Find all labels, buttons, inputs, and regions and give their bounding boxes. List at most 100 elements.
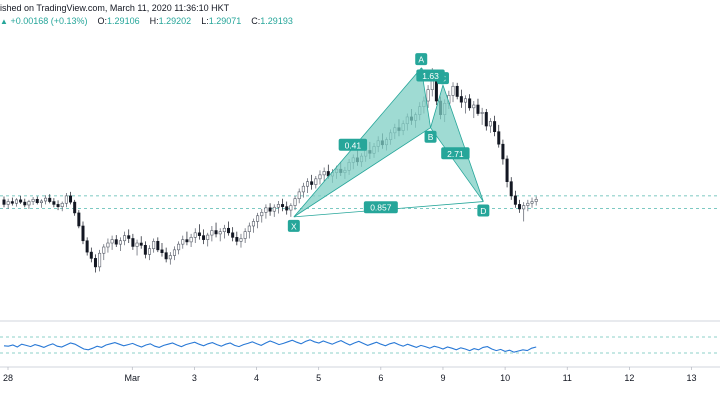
candle-body [69, 195, 73, 203]
rsi-pane [0, 336, 720, 354]
tick-label-5: 5 [316, 373, 321, 383]
point-label-b: B [428, 132, 434, 142]
candle-body [251, 221, 255, 227]
candle-body [93, 258, 97, 268]
open-value: 1.29106 [107, 16, 140, 26]
candle-body [52, 201, 56, 205]
candle-body [27, 201, 31, 206]
candle-body [476, 104, 480, 114]
candle-body [322, 171, 326, 176]
ratio-label-2-bg [441, 147, 470, 160]
harmonic-pattern: XABCD0.411.632.710.857 [287, 53, 490, 232]
candle-body [326, 171, 330, 177]
candle-body [197, 232, 201, 236]
candle-body [193, 232, 197, 238]
candle-body [306, 181, 310, 187]
candle-body [2, 199, 6, 205]
candle-body [143, 244, 147, 255]
candle-body [518, 204, 522, 210]
candle-body [426, 89, 430, 102]
tick-label-6: 6 [378, 373, 383, 383]
ratio-label-1: 1.63 [422, 71, 439, 81]
high-label: H: [149, 16, 159, 26]
candle-body [139, 242, 143, 246]
candle-body [56, 204, 60, 207]
candle-body [218, 231, 222, 235]
ratio-label-0: 0.41 [345, 140, 362, 150]
candle-body [168, 255, 172, 260]
candle-body [48, 197, 52, 202]
candle-body [110, 239, 114, 244]
candle-body [260, 212, 264, 217]
candle-body [89, 251, 93, 259]
high-value: 1.29202 [158, 16, 192, 26]
candle-body [301, 185, 305, 193]
candle-body [206, 234, 210, 240]
candle-body [60, 202, 64, 207]
candle-body [156, 241, 160, 251]
candle-body [31, 198, 35, 202]
tick-label-Mar: Mar [125, 373, 141, 383]
candle-body [276, 204, 280, 208]
point-label-d-bg [477, 204, 490, 217]
chart-header: ished on TradingView.com, March 11, 2020… [0, 0, 720, 34]
ratio-label-1-bg [416, 69, 445, 82]
candle-body [106, 242, 110, 248]
candle-body [463, 98, 467, 103]
candle-body [227, 227, 231, 234]
candle-body [6, 201, 10, 205]
candle-body [231, 232, 235, 238]
candle-body [185, 239, 189, 243]
candle-body [64, 195, 68, 204]
ohlc-line: ▲ +0.00168 (+0.13%) O:1.29106 H:1.29202 … [0, 16, 293, 26]
low-value: 1.29071 [208, 16, 242, 26]
candle-body [102, 246, 106, 254]
candle-body [534, 198, 538, 202]
candle-body [522, 205, 526, 210]
point-label-a: A [418, 55, 424, 65]
candle-body [488, 121, 492, 127]
candle-body [513, 195, 517, 205]
tick-label-3: 3 [192, 373, 197, 383]
open-label: O: [97, 16, 108, 26]
candle-body [81, 225, 85, 242]
ratio-label-2: 2.71 [447, 149, 464, 159]
candle-body [210, 230, 214, 236]
candle-body [501, 143, 505, 160]
candle-body [293, 198, 297, 206]
candle-body [272, 206, 276, 212]
candle-body [285, 206, 289, 211]
ratio-label-0-bg [338, 138, 368, 151]
candle-body [472, 104, 476, 109]
point-label-x: X [291, 221, 297, 231]
close-value: 1.29193 [260, 16, 293, 26]
rsi-line [3, 339, 537, 353]
candle-body [118, 240, 122, 245]
candle-body [530, 201, 534, 204]
candle-body [189, 237, 193, 243]
tick-label-13: 13 [687, 373, 697, 383]
candle-body [181, 239, 185, 245]
candle-body [256, 215, 260, 222]
point-label-b-bg [424, 130, 437, 143]
candle-body [289, 205, 293, 211]
candle-body [73, 201, 77, 214]
candle-body [77, 212, 81, 227]
candle-body [19, 199, 23, 203]
candle-body [222, 227, 226, 232]
candle-body [526, 202, 530, 206]
candle-body [152, 241, 156, 250]
candle-body [318, 174, 322, 180]
candle-body [123, 235, 127, 242]
candle-body [44, 197, 48, 202]
candle-body [164, 252, 168, 260]
candle-body [177, 243, 181, 251]
candle-body [247, 225, 251, 232]
candle-body [480, 112, 484, 114]
candle-body [85, 240, 89, 253]
candle-body [451, 85, 455, 96]
candle-body [497, 131, 501, 145]
candle-body [23, 201, 27, 206]
candle-body [297, 191, 301, 200]
